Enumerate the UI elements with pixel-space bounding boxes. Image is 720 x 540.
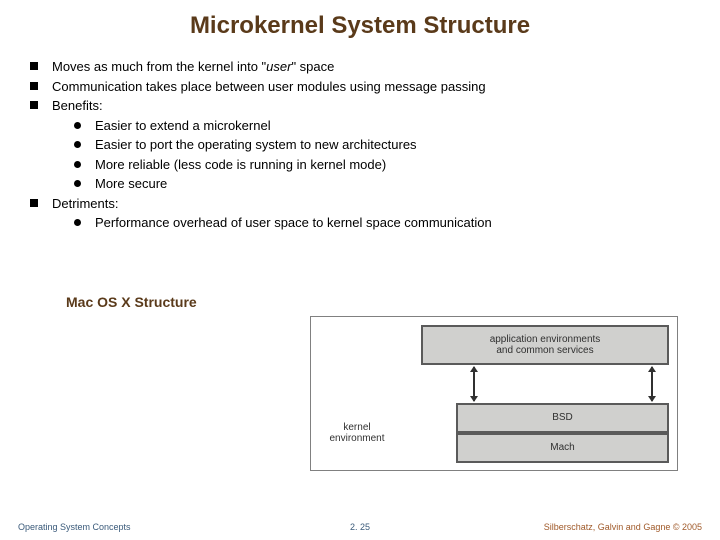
diagram-box-mach: Mach [456,433,669,463]
diagram-box-bsd: BSD [456,403,669,433]
bullet-text: Communication takes place between user m… [52,78,486,96]
bullet-text: Easier to extend a microkernel [95,117,271,135]
square-bullet-icon [30,101,38,109]
slide-title: Microkernel System Structure [0,0,720,58]
bullet: Benefits: [30,97,700,115]
diagram-arrow-1 [651,367,653,401]
square-bullet-icon [30,82,38,90]
diagram-arrow-0 [473,367,475,401]
bullet-text: More secure [95,175,167,193]
macosx-diagram: application environments and common serv… [310,316,678,471]
sub-bullet: Performance overhead of user space to ke… [74,214,700,232]
round-bullet-icon [74,122,81,129]
bullet-text: Performance overhead of user space to ke… [95,214,492,232]
bullet-text: Detriments: [52,195,118,213]
round-bullet-icon [74,219,81,226]
slide-footer: Operating System Concepts 2. 25 Silbersc… [0,522,720,532]
bullet-text: Easier to port the operating system to n… [95,136,417,154]
round-bullet-icon [74,141,81,148]
round-bullet-icon [74,161,81,168]
diagram-box-app: application environments and common serv… [421,325,669,365]
bullet-text: More reliable (less code is running in k… [95,156,386,174]
sub-bullet: More secure [74,175,700,193]
bullet: Detriments: [30,195,700,213]
subheading-macosx: Mac OS X Structure [66,294,720,310]
bullet: Moves as much from the kernel into "user… [30,58,700,76]
sub-bullet: Easier to port the operating system to n… [74,136,700,154]
footer-right: Silberschatz, Galvin and Gagne © 2005 [544,522,702,532]
bullet-list: Moves as much from the kernel into "user… [0,58,720,232]
footer-left: Operating System Concepts [18,522,131,532]
diagram-box-kenv: kernel environment [321,403,393,463]
square-bullet-icon [30,62,38,70]
bullet: Communication takes place between user m… [30,78,700,96]
bullet-text: Moves as much from the kernel into "user… [52,58,334,76]
sub-bullet: More reliable (less code is running in k… [74,156,700,174]
sub-bullet: Easier to extend a microkernel [74,117,700,135]
footer-page-number: 2. 25 [350,522,370,532]
square-bullet-icon [30,199,38,207]
bullet-text: Benefits: [52,97,103,115]
round-bullet-icon [74,180,81,187]
